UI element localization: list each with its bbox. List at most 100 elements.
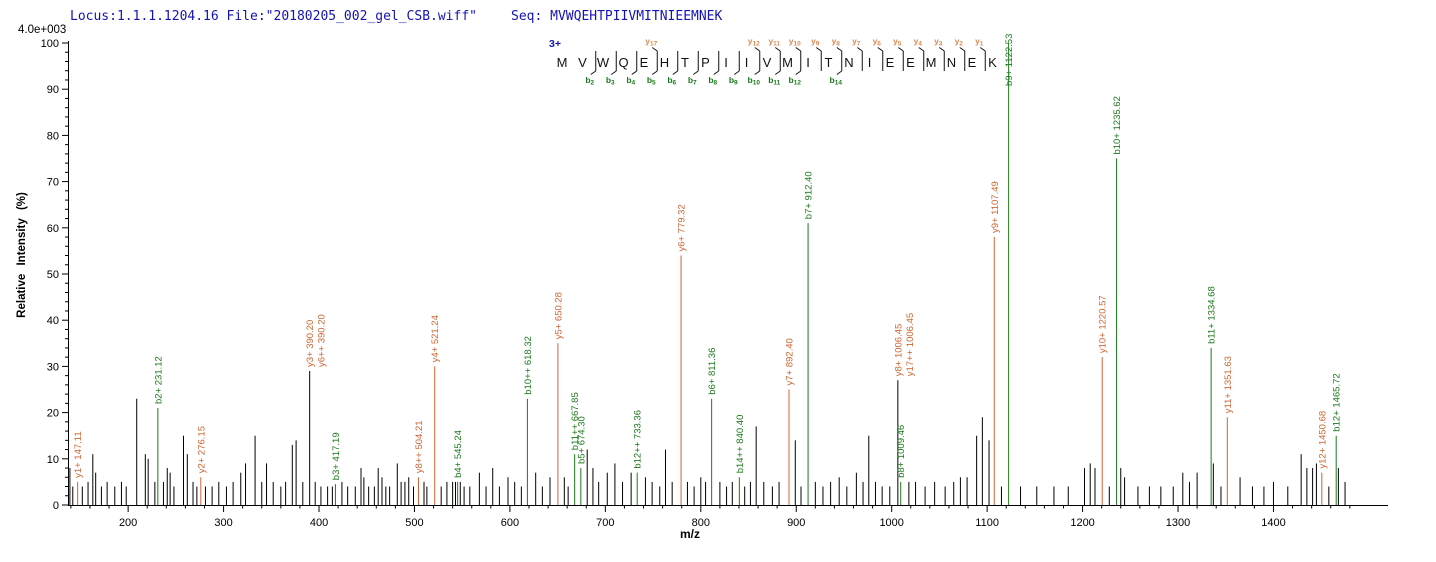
x-tick-label: 600	[501, 517, 519, 529]
peak-label: y2+ 276.15	[196, 426, 207, 473]
y-ion-tag: y10	[789, 36, 801, 48]
y-tick-label: 0	[53, 500, 59, 512]
b-ion-tag: b10	[748, 75, 761, 87]
sequence-residue: V	[763, 55, 772, 70]
peak-label: b12+ 1465.72	[1332, 373, 1343, 431]
x-tick-label: 1100	[975, 517, 999, 529]
y-fence-foot	[938, 47, 945, 52]
annotated-peaks: y1+ 147.11 b2+ 231.12 y2+ 276.15 y3+ 390.20…	[73, 34, 1343, 505]
y-tick-label: 70	[47, 177, 59, 189]
b-ion-tag: b4	[626, 75, 635, 87]
x-tick-label: 800	[692, 517, 710, 529]
sequence-residue: M	[926, 55, 937, 70]
y-ion-tag: y6	[873, 36, 882, 48]
y-ion-tag: y1	[975, 36, 984, 48]
noise-peaks	[69, 398, 1346, 505]
sequence-residue: N	[844, 55, 853, 70]
x-tick-label: 1200	[1070, 517, 1094, 529]
peak-label: y4+ 521.24	[430, 315, 441, 362]
sequence-residue: M	[782, 55, 793, 70]
peak-label: b10+ 1235.62	[1112, 96, 1123, 154]
x-tick-label: 200	[119, 517, 137, 529]
y-ion-tag: y7	[852, 36, 861, 48]
sequence-annotation: 3+M V W Q E H T P I I V M I T N I E E M N E Kb2 b3 b4 b5 b6 b7 b8 b9…	[549, 36, 997, 87]
y-ion-tag: y11	[768, 36, 780, 48]
precursor-charge-label: 3+	[549, 38, 561, 50]
y-fence-foot	[959, 47, 966, 52]
b-ion-tag: b3	[606, 75, 615, 87]
b-fence-foot	[774, 70, 781, 75]
y-tick-label: 60	[47, 223, 59, 235]
peak-label: b3+ 417.19	[331, 432, 342, 480]
peak-label: b5+ 674.30	[576, 416, 587, 464]
axis-ticks	[62, 42, 1351, 512]
y-fence-foot	[754, 47, 761, 52]
y-tick-label: 80	[47, 130, 59, 142]
peak-label: b7+ 912.40	[804, 171, 815, 219]
peak-label: y10+ 1220.57	[1098, 295, 1109, 353]
y-fence-foot	[877, 47, 884, 52]
x-tick-label: 700	[596, 517, 614, 529]
y-ion-tag: y8	[832, 36, 841, 48]
peptide-sequence-text: MVWQEHTPIIVMITNIEEMNEK	[550, 9, 723, 24]
x-tick-label: 900	[787, 517, 805, 529]
peak-label: y5+ 650.28	[553, 292, 564, 339]
peak-label: b10++ 618.32	[523, 336, 534, 395]
b-fence-foot	[754, 70, 761, 75]
axes	[68, 41, 1388, 506]
b-ion-tag: b5	[647, 75, 656, 87]
y-ion-tag: y17	[645, 36, 657, 48]
sequence-residue: I	[745, 55, 749, 70]
sequence-residue: M	[557, 55, 568, 70]
y-fence-foot	[815, 47, 822, 52]
y-fence-foot	[774, 47, 781, 52]
sequence-residue: E	[906, 55, 915, 70]
peak-label: y7+ 892.40	[784, 338, 795, 385]
peak-label: y3+ 390.20	[305, 320, 316, 367]
y-fence-foot	[651, 47, 658, 52]
b-ion-tag: b12	[789, 75, 802, 87]
sequence-residue: I	[724, 55, 728, 70]
y-fence-foot	[918, 47, 925, 52]
b-fence-foot	[733, 70, 740, 75]
sequence-residue: K	[988, 55, 997, 70]
b-fence-foot	[795, 70, 802, 75]
peak-label: b6+ 811.36	[707, 348, 718, 395]
peak-label: y9+ 1107.49	[990, 181, 1001, 233]
sequence-residue: T	[681, 55, 689, 70]
x-axis-title: m/z	[680, 527, 700, 541]
x-tick-label: 1400	[1261, 517, 1285, 529]
b-ion-tag: b14	[830, 75, 843, 87]
y-fence-foot	[979, 47, 986, 52]
peak-label: b14++ 840.40	[735, 415, 746, 474]
y-tick-label: 10	[47, 454, 59, 466]
peak-label: b8+ 1009.46	[896, 425, 907, 478]
x-tick-label: 500	[405, 517, 423, 529]
peak-label: b12++ 733.36	[633, 410, 644, 469]
b-ion-tag: b2	[585, 75, 594, 87]
x-tick-label: 1300	[1166, 517, 1190, 529]
peak-label: y6+ 779.32	[677, 204, 688, 251]
intensity-scale-label: 4.0e+003	[18, 24, 67, 36]
b-fence-foot	[713, 70, 720, 75]
x-tick-label: 400	[310, 517, 328, 529]
peak-label: b2+ 231.12	[153, 356, 164, 404]
y-ion-tag: y12	[748, 36, 760, 48]
peak-label: b11+ 1334.68	[1207, 286, 1218, 344]
b-fence-foot	[836, 70, 843, 75]
sequence-residue: W	[597, 55, 610, 70]
sequence-residue: P	[701, 55, 710, 70]
peak-label: y12+ 1450.68	[1317, 411, 1328, 469]
peak-label: b4+ 545.24	[453, 430, 464, 478]
peak-label: y1+ 147.11	[73, 431, 84, 478]
sequence-residue: N	[947, 55, 956, 70]
y-fence-foot	[856, 47, 863, 52]
b-fence-foot	[610, 70, 617, 75]
sequence-residue: E	[968, 55, 977, 70]
seq-label: Seq:	[511, 9, 543, 24]
y-tick-label: 40	[47, 315, 59, 327]
sequence-residue: T	[825, 55, 833, 70]
y-ion-tag: y3	[934, 36, 943, 48]
y-ion-tag: y5	[893, 36, 902, 48]
